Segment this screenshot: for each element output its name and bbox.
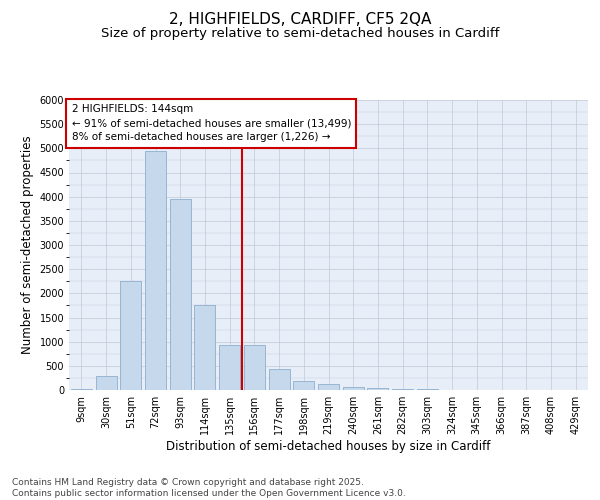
Text: Size of property relative to semi-detached houses in Cardiff: Size of property relative to semi-detach… [101, 28, 499, 40]
Bar [269, 369, 290, 390]
Bar [71, 388, 92, 390]
Bar [318, 384, 339, 390]
Bar [170, 199, 191, 390]
Bar [95, 376, 116, 390]
X-axis label: Distribution of semi-detached houses by size in Cardiff: Distribution of semi-detached houses by … [166, 440, 491, 453]
Bar [219, 345, 240, 390]
Bar [392, 389, 413, 390]
Bar [120, 281, 141, 390]
Text: Contains HM Land Registry data © Crown copyright and database right 2025.
Contai: Contains HM Land Registry data © Crown c… [12, 478, 406, 498]
Bar [145, 151, 166, 390]
Bar [367, 388, 388, 390]
Bar [244, 345, 265, 390]
Text: 2 HIGHFIELDS: 144sqm
← 91% of semi-detached houses are smaller (13,499)
8% of se: 2 HIGHFIELDS: 144sqm ← 91% of semi-detac… [71, 104, 351, 142]
Text: 2, HIGHFIELDS, CARDIFF, CF5 2QA: 2, HIGHFIELDS, CARDIFF, CF5 2QA [169, 12, 431, 28]
Bar [343, 387, 364, 390]
Bar [293, 382, 314, 390]
Bar [194, 306, 215, 390]
Y-axis label: Number of semi-detached properties: Number of semi-detached properties [21, 136, 34, 354]
